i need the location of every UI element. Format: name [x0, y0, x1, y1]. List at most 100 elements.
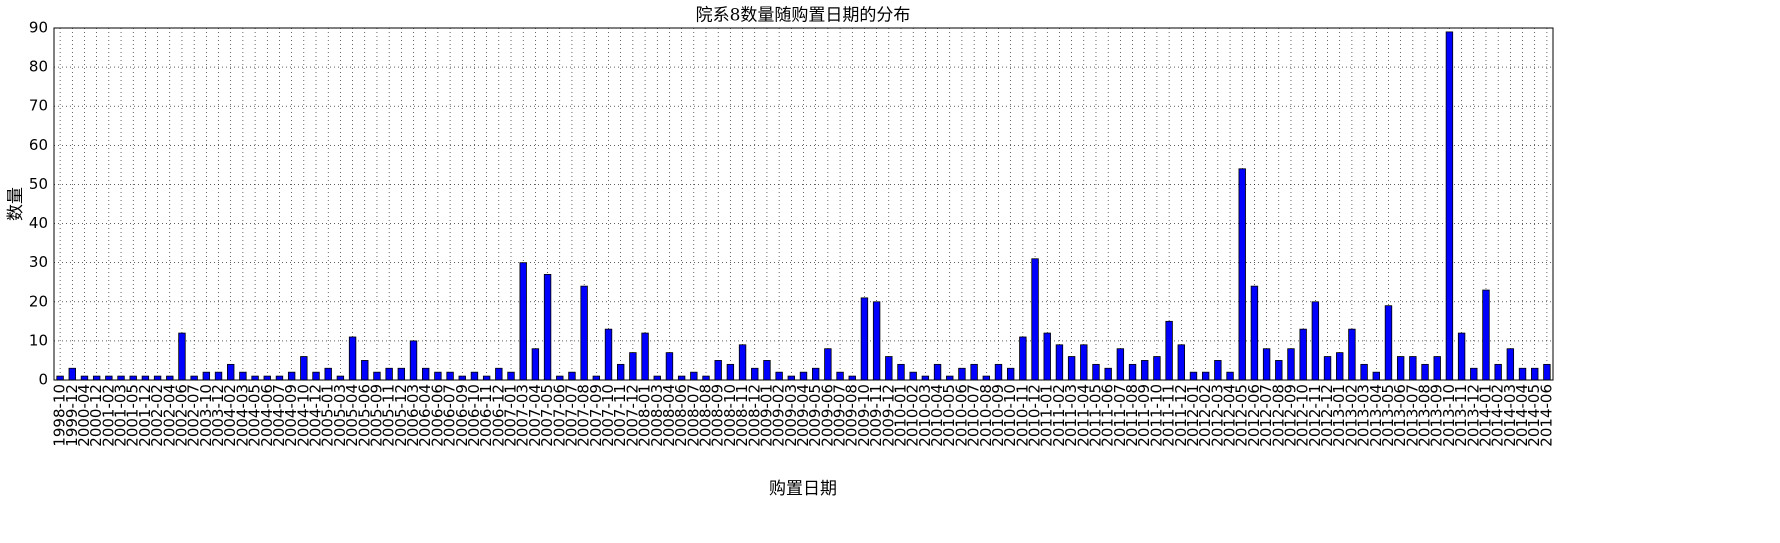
bar	[1287, 348, 1295, 381]
x-tick-label: 2006-07	[441, 384, 459, 447]
bar	[690, 371, 698, 381]
x-tick-label: 2007-09	[587, 384, 605, 447]
x-tick-label: 2009-02	[770, 384, 788, 447]
bar	[1043, 332, 1051, 381]
x-tick-label: 2007-11	[611, 384, 629, 447]
bar	[1299, 328, 1307, 381]
bar	[1031, 258, 1039, 381]
bar	[263, 375, 271, 381]
x-tick-label: 1999-12	[63, 384, 81, 447]
bar	[1323, 356, 1332, 381]
x-tick-label: 2005-03	[331, 384, 349, 447]
x-tick-label: 2010-04	[928, 384, 946, 447]
bar	[1457, 332, 1466, 381]
x-tick-label: 2006-06	[428, 384, 446, 447]
x-tick-label: 2006-03	[404, 384, 422, 447]
x-tick-label: 2004-09	[282, 384, 300, 447]
x-tick-label: 2001-02	[99, 384, 117, 447]
bar	[385, 367, 393, 381]
bar	[1409, 356, 1417, 381]
bar	[482, 375, 491, 381]
x-tick-label: 2013-01	[1330, 384, 1348, 447]
bar	[933, 363, 942, 381]
bar	[300, 356, 308, 381]
bar	[141, 375, 150, 381]
bar	[336, 375, 345, 381]
x-tick-label: 2009-05	[806, 384, 824, 447]
x-tick-label: 2010-07	[965, 384, 983, 447]
bar	[68, 367, 76, 381]
x-tick-label: 2008-12	[745, 384, 763, 447]
x-tick-label: 2003-12	[209, 384, 227, 447]
x-tick-label: 2005-04	[343, 384, 361, 447]
x-tick-label: 2007-01	[502, 384, 520, 447]
bar	[885, 356, 893, 381]
bar	[105, 375, 113, 381]
x-tick-label: 2004-02	[221, 384, 239, 447]
x-tick-label: 2013-05	[1379, 384, 1397, 447]
x-tick-label: 2013-07	[1403, 384, 1421, 447]
bar	[1165, 320, 1173, 381]
bar	[958, 367, 966, 381]
bar	[982, 375, 990, 381]
y-tick-label: 20	[29, 292, 48, 310]
x-tick-label: 2007-05	[538, 384, 556, 447]
bar	[860, 297, 869, 381]
bar	[702, 375, 710, 381]
x-tick-label: 2002-07	[185, 384, 203, 447]
x-tick-label: 2009-11	[867, 384, 885, 447]
bar	[897, 363, 905, 381]
bar	[166, 375, 174, 381]
x-axis-label: 购置日期	[769, 479, 837, 499]
bar	[617, 363, 625, 381]
x-tick-label: 2007-03	[514, 384, 532, 447]
y-tick-label: 10	[29, 331, 48, 349]
x-tick-label: 2009-07	[831, 384, 849, 447]
x-tick-label: 2013-09	[1428, 384, 1446, 447]
x-tick-label: 2013-02	[1342, 384, 1360, 447]
x-tick-label: 2007-10	[599, 384, 617, 447]
x-tick-label: 2002-02	[148, 384, 166, 447]
x-tick-label: 2000-04	[75, 384, 93, 447]
bar	[507, 371, 515, 381]
y-tick-label: 60	[29, 136, 48, 154]
bar	[214, 371, 223, 381]
x-tick-label: 2008-03	[648, 384, 666, 447]
x-tick-label: 2005-09	[367, 384, 385, 447]
x-tick-label: 2013-12	[1464, 384, 1482, 447]
x-tick-label: 2014-01	[1476, 384, 1494, 447]
chart-title: 院系8数量随购置日期的分布	[696, 6, 911, 26]
x-tick-label: 2010-06	[952, 384, 970, 447]
x-tick-label: 2013-08	[1416, 384, 1434, 447]
x-tick-label: 2000-12	[87, 384, 105, 447]
bar	[92, 375, 101, 381]
x-tick-label: 2004-10	[294, 384, 312, 447]
bar	[1141, 360, 1149, 381]
bar	[641, 332, 649, 381]
bar	[470, 371, 479, 381]
x-tick-label: 2002-06	[172, 384, 190, 447]
bar	[287, 371, 296, 381]
bar	[129, 375, 137, 381]
bar	[824, 348, 832, 381]
bar	[1506, 348, 1515, 381]
bar	[153, 375, 162, 381]
x-tick-label: 2008-08	[697, 384, 715, 447]
bar	[1494, 363, 1502, 381]
bar	[117, 375, 125, 381]
x-tick-label: 2007-06	[550, 384, 568, 447]
x-tick-label: 2009-04	[794, 384, 812, 447]
bar	[202, 371, 211, 381]
bar	[324, 367, 332, 381]
x-tick-label: 2011-07	[1111, 384, 1129, 447]
x-tick-label: 2012-01	[1184, 384, 1202, 447]
x-tick-label: 2012-09	[1281, 384, 1299, 447]
x-tick-label: 2011-09	[1135, 384, 1153, 447]
x-tick-label: 2011-03	[1062, 384, 1080, 447]
x-tick-label: 2009-06	[818, 384, 836, 447]
bar	[409, 340, 418, 381]
bar	[1433, 356, 1441, 381]
x-tick-label: 2011-08	[1123, 384, 1141, 447]
bar	[239, 371, 247, 381]
